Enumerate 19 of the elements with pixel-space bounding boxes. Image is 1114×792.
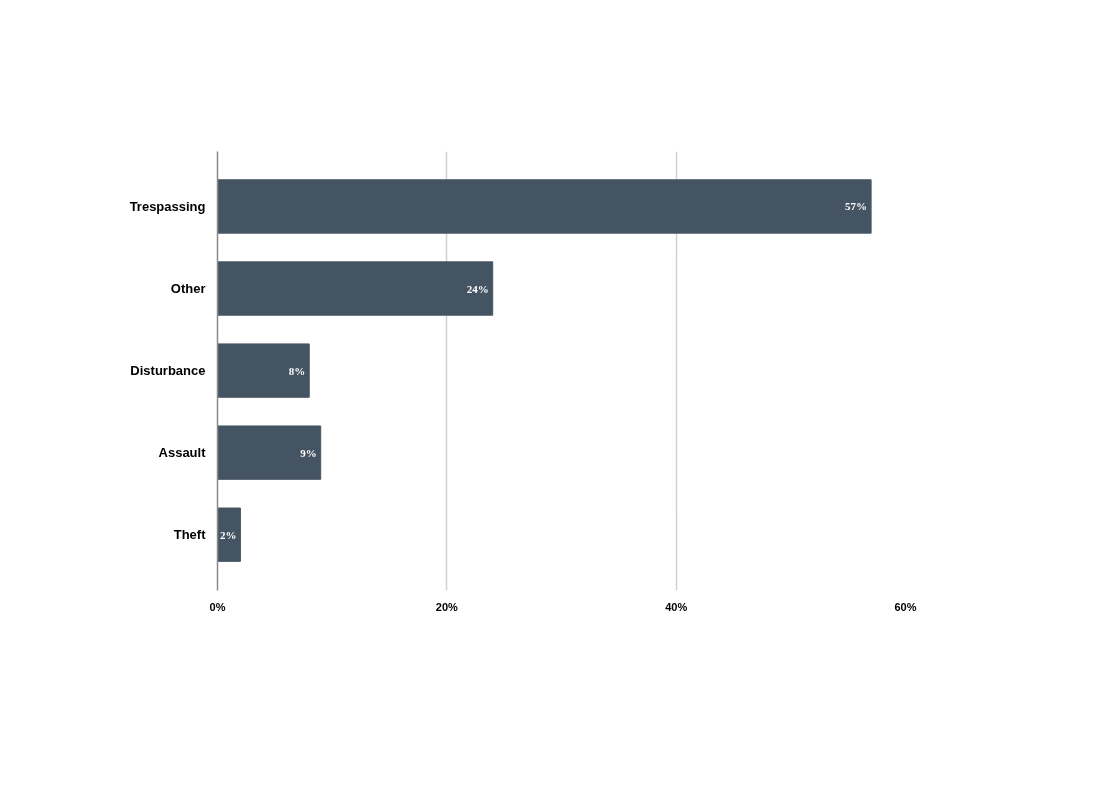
y-tick-label: Trespassing <box>129 198 206 214</box>
y-tick-label: Theft <box>173 527 207 543</box>
data-label: 57% <box>845 200 868 213</box>
bar <box>217 179 872 234</box>
x-tick-label: 0% <box>209 600 226 613</box>
bar <box>217 343 310 398</box>
bar <box>217 261 494 316</box>
data-label: 2% <box>219 528 237 541</box>
y-tick-label: Disturbance <box>130 363 206 379</box>
bar <box>217 425 322 480</box>
y-tick-label: Assault <box>158 445 207 461</box>
bar <box>217 507 241 562</box>
x-tick-label: 20% <box>435 600 459 613</box>
x-tick-label: 40% <box>665 600 688 613</box>
data-label: 24% <box>466 282 489 295</box>
data-label: 8% <box>288 364 306 377</box>
data-label: 9% <box>300 446 317 459</box>
y-tick-label: Other <box>170 281 206 297</box>
x-tick-label: 60% <box>894 600 917 613</box>
